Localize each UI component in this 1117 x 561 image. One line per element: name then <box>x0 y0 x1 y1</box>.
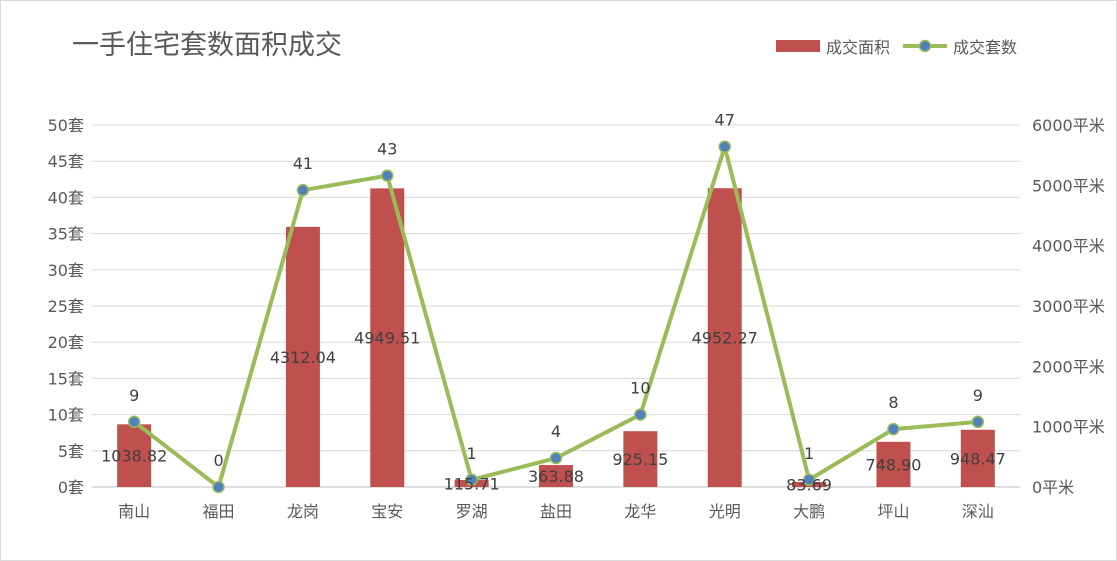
bar-value-label: 748.90 <box>865 455 921 474</box>
bar <box>707 188 742 487</box>
line-point <box>887 422 900 436</box>
bar-series <box>117 188 995 487</box>
line-value-label: 8 <box>888 393 898 412</box>
line-point <box>549 451 563 465</box>
category-label: 龙华 <box>624 502 656 521</box>
left-tick-label: 45套 <box>48 152 84 171</box>
category-label: 罗湖 <box>456 502 488 521</box>
right-tick-label: 3000平米 <box>1032 297 1105 316</box>
bar <box>370 188 405 487</box>
category-label: 深汕 <box>962 502 994 521</box>
left-tick-label: 50套 <box>48 116 84 135</box>
left-axis: 0套 5套 10套 15套 20套 25套 30套 35套 40套 45套 50套 <box>48 116 84 497</box>
line-value-label: 47 <box>715 111 735 130</box>
category-label: 盐田 <box>540 502 572 521</box>
bar-value-label: 4952.27 <box>692 329 758 348</box>
chart-gridlines <box>92 124 1020 488</box>
left-tick-label: 30套 <box>48 261 84 280</box>
category-label: 光明 <box>709 502 741 521</box>
right-tick-label: 4000平米 <box>1032 237 1105 256</box>
bar-value-label: 4312.04 <box>270 348 336 367</box>
bar-value-label: 948.47 <box>950 449 1006 468</box>
bar-value-label: 83.69 <box>786 475 832 494</box>
line-point <box>634 408 647 421</box>
line-value-label: 41 <box>293 154 313 173</box>
line-point <box>718 140 731 153</box>
bar <box>876 441 911 487</box>
legend-bar-swatch <box>776 40 820 52</box>
left-tick-label: 25套 <box>48 297 84 316</box>
right-axis: 0平米 1000平米 2000平米 3000平米 4000平米 5000平米 6000平米 <box>1032 116 1105 497</box>
left-tick-label: 15套 <box>48 369 84 388</box>
category-axis: 南山 福田 龙岗 宝安 罗湖 盐田 龙华 光明 大鹏 坪山 深汕 <box>118 502 994 521</box>
bar <box>117 424 152 487</box>
line-value-label: 9 <box>973 386 983 405</box>
line-value-label: 43 <box>377 140 397 159</box>
line-point <box>971 415 985 429</box>
left-tick-label: 20套 <box>48 333 84 352</box>
chart-title: 一手住宅套数面积成交 <box>72 30 342 61</box>
category-label: 福田 <box>203 502 235 521</box>
line-point <box>465 473 478 487</box>
legend-bar-label: 成交面积 <box>826 38 890 57</box>
chart-legend: 成交面积 成交套数 <box>776 38 1017 57</box>
line-data-labels: 9 0 41 43 1 4 10 47 1 8 9 <box>129 111 983 470</box>
legend-line-label: 成交套数 <box>953 38 1017 57</box>
bar <box>960 429 995 487</box>
right-tick-label: 2000平米 <box>1032 357 1105 376</box>
bar-value-label: 925.15 <box>612 450 668 469</box>
bar <box>623 431 658 487</box>
line-value-label: 10 <box>630 379 650 398</box>
bar-value-label: 4949.51 <box>354 329 420 348</box>
category-label: 南山 <box>118 502 150 521</box>
category-label: 宝安 <box>371 502 403 521</box>
bar <box>539 465 573 487</box>
right-tick-label: 5000平米 <box>1032 176 1105 195</box>
line-point <box>381 169 394 182</box>
line-value-label: 1 <box>804 444 814 463</box>
line-series <box>127 140 985 494</box>
right-tick-label: 1000平米 <box>1032 418 1105 437</box>
right-tick-label: 6000平米 <box>1032 116 1105 135</box>
line-point <box>802 473 816 487</box>
line-value-label: 4 <box>551 422 561 441</box>
line-point <box>296 183 310 197</box>
line-point <box>127 415 141 429</box>
line-value-label: 9 <box>129 386 139 405</box>
left-tick-label: 40套 <box>48 188 84 207</box>
bar <box>285 226 320 487</box>
bar-value-label: 115.71 <box>444 475 500 494</box>
category-label: 大鹏 <box>793 502 825 521</box>
bar-data-labels: 1038.82 4312.04 4949.51 115.71 363.88 925.15 4… <box>101 329 1006 495</box>
left-tick-label: 35套 <box>48 225 84 244</box>
line-value-label: 0 <box>213 451 223 470</box>
left-tick-label: 0套 <box>58 478 84 497</box>
bar-value-label: 1038.82 <box>101 447 167 466</box>
line-point <box>212 480 225 494</box>
bar-value-label: 363.88 <box>528 467 584 486</box>
category-label: 坪山 <box>877 502 909 521</box>
line-value-label: 1 <box>467 444 477 463</box>
left-tick-label: 10套 <box>48 406 84 425</box>
right-tick-label: 0平米 <box>1032 478 1074 497</box>
category-label: 龙岗 <box>287 502 319 521</box>
left-tick-label: 5套 <box>58 442 84 461</box>
legend-line-marker <box>918 39 932 53</box>
